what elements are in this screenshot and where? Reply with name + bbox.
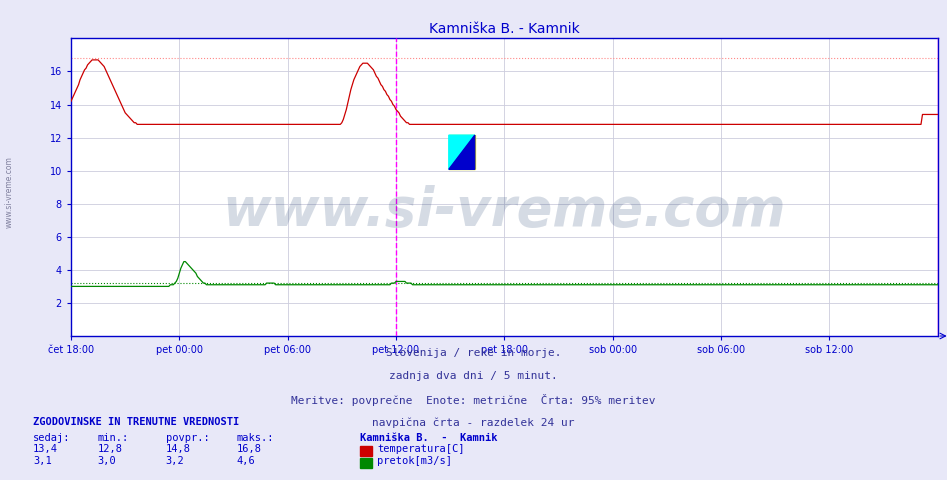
- Text: sedaj:: sedaj:: [33, 432, 71, 443]
- Text: 3,0: 3,0: [98, 456, 116, 466]
- Text: www.si-vreme.com: www.si-vreme.com: [5, 156, 14, 228]
- Text: zadnja dva dni / 5 minut.: zadnja dva dni / 5 minut.: [389, 371, 558, 381]
- Text: 16,8: 16,8: [237, 444, 261, 454]
- Text: ZGODOVINSKE IN TRENUTNE VREDNOSTI: ZGODOVINSKE IN TRENUTNE VREDNOSTI: [33, 417, 240, 427]
- Text: Slovenija / reke in morje.: Slovenija / reke in morje.: [385, 348, 562, 358]
- Text: 14,8: 14,8: [166, 444, 190, 454]
- Text: Kamniška B.  -  Kamnik: Kamniška B. - Kamnik: [360, 432, 497, 443]
- Polygon shape: [449, 135, 474, 169]
- Text: Meritve: povprečne  Enote: metrične  Črta: 95% meritev: Meritve: povprečne Enote: metrične Črta:…: [292, 394, 655, 406]
- Polygon shape: [449, 135, 474, 169]
- Text: 13,4: 13,4: [33, 444, 58, 454]
- Text: www.si-vreme.com: www.si-vreme.com: [223, 185, 786, 237]
- Text: temperatura[C]: temperatura[C]: [377, 444, 464, 454]
- Text: maks.:: maks.:: [237, 432, 275, 443]
- Text: 4,6: 4,6: [237, 456, 256, 466]
- Text: povpr.:: povpr.:: [166, 432, 209, 443]
- Text: 12,8: 12,8: [98, 444, 122, 454]
- Text: 3,2: 3,2: [166, 456, 185, 466]
- Text: navpična črta - razdelek 24 ur: navpična črta - razdelek 24 ur: [372, 417, 575, 428]
- Title: Kamniška B. - Kamnik: Kamniška B. - Kamnik: [429, 22, 580, 36]
- Text: min.:: min.:: [98, 432, 129, 443]
- Text: pretok[m3/s]: pretok[m3/s]: [377, 456, 452, 466]
- Text: 3,1: 3,1: [33, 456, 52, 466]
- Bar: [449, 135, 474, 169]
